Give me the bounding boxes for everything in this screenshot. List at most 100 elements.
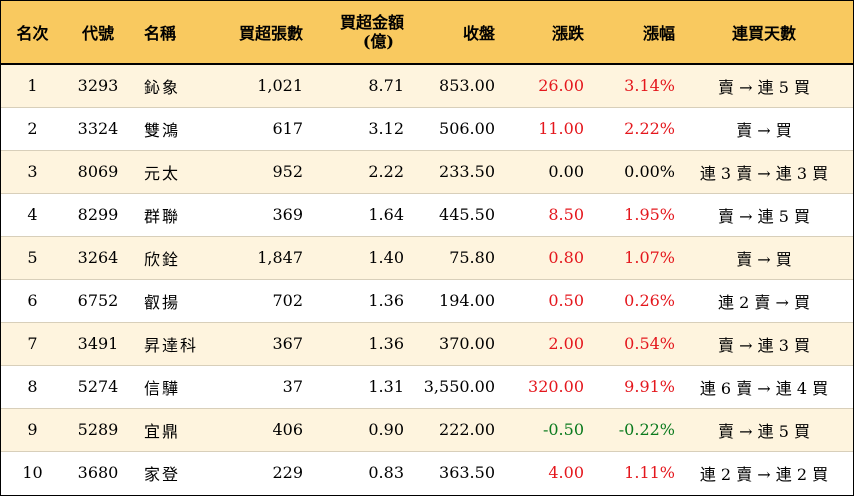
cell-net-buy-amount: 1.64 [303,193,404,237]
cell-code: 8299 [64,193,132,237]
cell-rank: 7 [1,322,64,366]
cell-consecutive-days: 連 2 賣 → 連 2 買 [699,464,829,484]
cell-code: 3264 [64,236,132,280]
cell-change: 26.00 [495,64,584,108]
cell-net-buy-lots: 1,021 [217,64,303,108]
table-body: 1 3293 鈊象 1,021 8.71 853.00 26.00 3.14% 賣 → 連 5 … [1,64,853,494]
cell-net-buy-amount: 8.71 [303,64,404,108]
cell-name: 家登 [144,464,181,484]
cell-net-buy-amount: 1.36 [303,322,404,366]
cell-net-buy-amount: 3.12 [303,107,404,151]
cell-close: 506.00 [404,107,495,151]
cell-code: 6752 [64,279,132,323]
cell-name: 群聯 [132,193,217,237]
cell-change: 0.00 [495,150,584,194]
cell-net-buy-amount: 1.40 [303,236,404,280]
cell-net-buy-lots: 229 [272,463,303,483]
cell-close: 75.80 [404,236,495,280]
header-rank: 名次 [1,1,64,65]
cell-code: 3680 [77,463,119,483]
cell-consecutive-days: 賣 → 買 [675,236,853,280]
header-net-buy-amount-line2: (億) [362,32,394,51]
cell-change-pct: 1.07% [584,236,675,280]
cell-rank: 5 [1,236,64,280]
cell-change: 320.00 [495,365,584,409]
cell-consecutive-days: 賣 → 連 5 買 [675,408,853,452]
header-close: 收盤 [404,1,495,65]
cell-net-buy-lots: 406 [217,408,303,452]
cell-close: 222.00 [404,408,495,452]
cell-change: 0.80 [495,236,584,280]
cell-net-buy-lots: 369 [217,193,303,237]
cell-net-buy-lots: 1,847 [217,236,303,280]
cell-code: 3293 [64,64,132,108]
cell-change: 2.00 [495,322,584,366]
cell-rank: 6 [1,279,64,323]
cell-change: 0.50 [495,279,584,323]
cell-change-pct: 3.14% [584,64,675,108]
cell-net-buy-amount: 1.31 [303,365,404,409]
cell-consecutive-days: 賣 → 連 5 買 [675,64,853,108]
cell-change-pct: -0.22% [584,408,675,452]
cell-change-pct: 1.95% [584,193,675,237]
cell-code: 3324 [64,107,132,151]
cell-name: 雙鴻 [132,107,217,151]
header-name: 名稱 [132,1,217,65]
header-consecutive-days: 連買天數 [675,1,853,65]
cell-name: 叡揚 [132,279,217,323]
header-net-buy-lots: 買超張數 [217,1,303,65]
header-change: 漲跌 [495,1,584,65]
cell-change-pct: 0.26% [584,279,675,323]
table-header: 名次 代號 名稱 買超張數 買超金額 (億) 收盤 漲跌 漲幅 連買天數 [1,1,853,65]
cell-name: 欣銓 [132,236,217,280]
header-change-pct: 漲幅 [584,1,675,65]
header-net-buy-amount-line1: 買超金額 [339,13,404,32]
cell-net-buy-lots: 367 [217,322,303,366]
header-net-buy-amount: 買超金額 (億) [303,1,404,65]
cell-code: 5289 [64,408,132,452]
cell-consecutive-days: 連 6 賣 → 連 4 買 [675,365,853,409]
cell-close: 363.50 [439,463,495,483]
cell-change-pct: 0.00% [584,150,675,194]
cell-rank: 9 [1,408,64,452]
cell-change-pct: 2.22% [584,107,675,151]
table-row: 6 6752 叡揚 702 1.36 194.00 0.50 0.26% 連 2 賣 → 買 [1,279,853,323]
table-row: 4 8299 群聯 369 1.64 445.50 8.50 1.95% 賣 → 連 5 買 [1,193,853,237]
table-row: 1 3293 鈊象 1,021 8.71 853.00 26.00 3.14% 賣 → 連 5 … [1,64,853,108]
cell-close: 370.00 [404,322,495,366]
header-row: 名次 代號 名稱 買超張數 買超金額 (億) 收盤 漲跌 漲幅 連買天數 [1,1,853,65]
table-row: 7 3491 昇達科 367 1.36 370.00 2.00 0.54% 賣 → 連 3 買 [1,322,853,366]
cell-name: 鈊象 [132,64,217,108]
cell-net-buy-lots: 617 [217,107,303,151]
cell-change: 11.00 [495,107,584,151]
cell-rank: 1 [1,64,64,108]
cell-name: 昇達科 [132,322,217,366]
cell-close: 853.00 [404,64,495,108]
cell-name: 元太 [132,150,217,194]
table-row: 2 3324 雙鴻 617 3.12 506.00 11.00 2.22% 賣 → 買 [1,107,853,151]
cell-rank: 3 [1,150,64,194]
cell-rank: 8 [1,365,64,409]
cell-close: 194.00 [404,279,495,323]
cell-change: -0.50 [495,408,584,452]
cell-rank: 10 [22,463,43,483]
cell-net-buy-lots: 952 [217,150,303,194]
cell-close: 445.50 [404,193,495,237]
cell-code: 5274 [64,365,132,409]
cell-name: 宜鼎 [132,408,217,452]
cell-change-pct: 9.91% [584,365,675,409]
table-row: 9 5289 宜鼎 406 0.90 222.00 -0.50 -0.22% 賣 → 連 5 買 [1,408,853,452]
cell-change: 8.50 [495,193,584,237]
cell-rank: 2 [1,107,64,151]
table-row: 3 8069 元太 952 2.22 233.50 0.00 0.00% 連 3 賣 → 連 3… [1,150,853,194]
cell-code: 3491 [64,322,132,366]
cell-change-pct: 1.11% [624,463,675,483]
table-row: 10 3680 家登 229 0.83 363.50 4.00 1.11% 連 2 賣 → 連 … [1,451,853,494]
cell-close: 3,550.00 [404,365,495,409]
cell-consecutive-days: 賣 → 買 [675,107,853,151]
cell-change-pct: 0.54% [584,322,675,366]
cell-rank: 4 [1,193,64,237]
cell-consecutive-days: 賣 → 連 3 買 [675,322,853,366]
